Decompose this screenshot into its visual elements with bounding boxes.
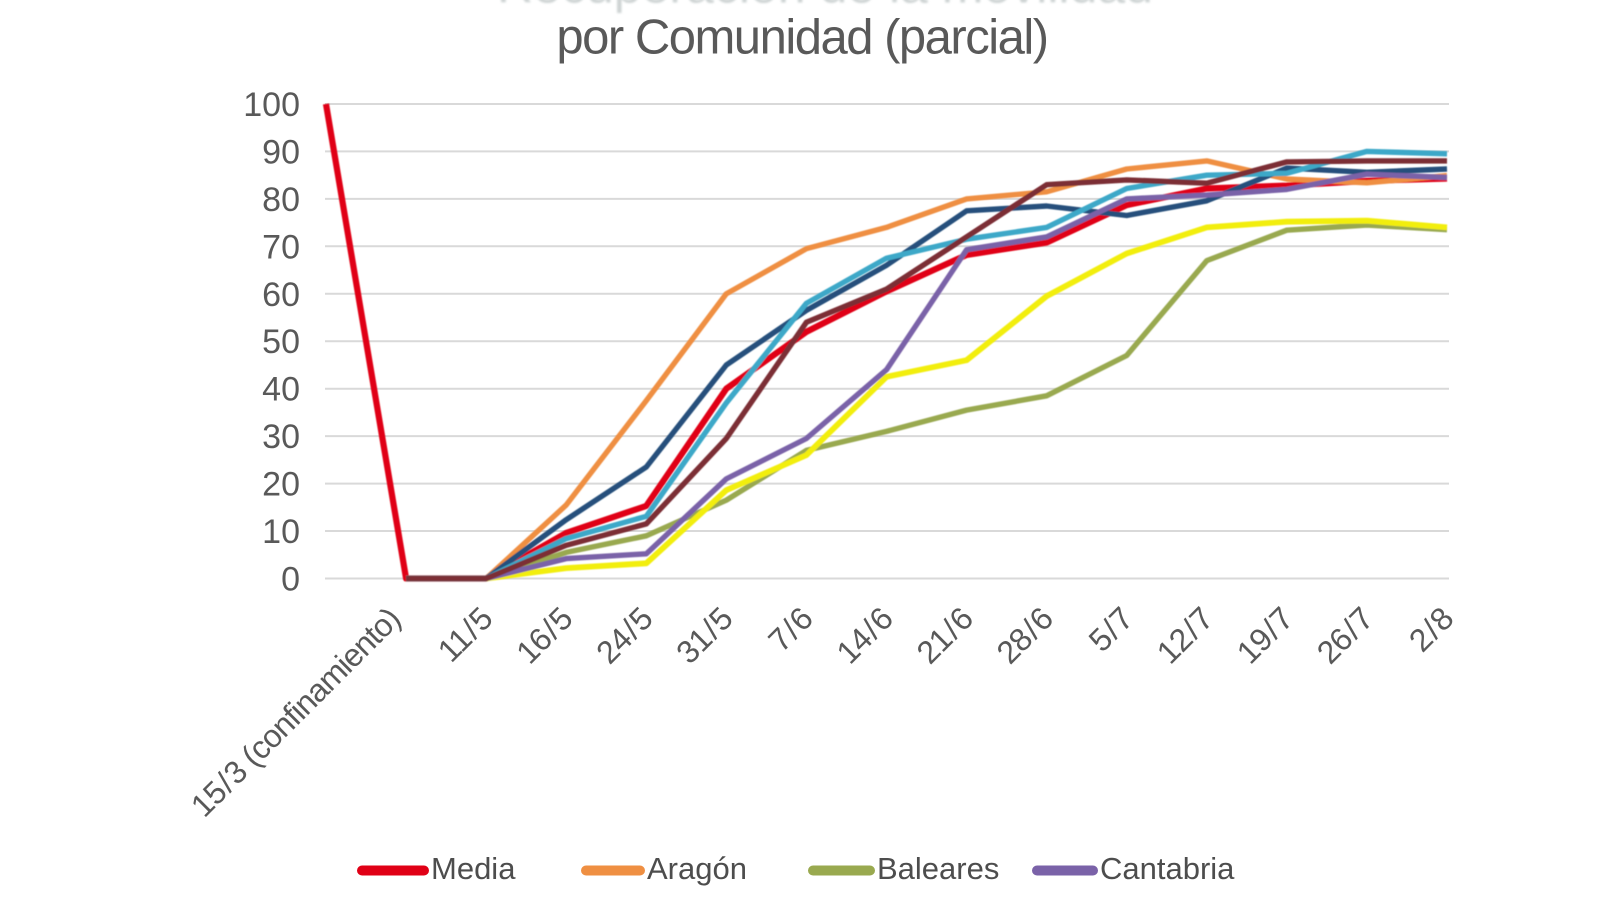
svg-text:100: 100 [243, 86, 300, 124]
svg-text:20: 20 [262, 466, 300, 504]
svg-text:Aragón: Aragón [647, 851, 747, 886]
svg-text:70: 70 [262, 228, 300, 266]
svg-text:21/6: 21/6 [909, 600, 979, 670]
svg-text:Cantabria: Cantabria [1100, 851, 1235, 886]
svg-text:26/7: 26/7 [1310, 600, 1380, 670]
svg-text:0: 0 [281, 561, 300, 599]
svg-text:24/5: 24/5 [589, 600, 659, 670]
svg-text:14/6: 14/6 [829, 600, 899, 670]
svg-text:60: 60 [262, 276, 300, 314]
svg-text:Baleares: Baleares [877, 851, 999, 886]
svg-text:10: 10 [262, 513, 300, 551]
svg-text:50: 50 [262, 323, 300, 361]
svg-text:90: 90 [262, 133, 300, 171]
svg-text:11/5: 11/5 [431, 600, 499, 668]
svg-text:por Comunidad (parcial): por Comunidad (parcial) [556, 11, 1047, 65]
svg-text:16/5: 16/5 [509, 600, 579, 670]
svg-text:80: 80 [262, 181, 300, 219]
svg-text:2/8: 2/8 [1402, 600, 1460, 658]
svg-text:30: 30 [262, 418, 300, 456]
svg-text:40: 40 [262, 371, 300, 409]
svg-text:Recuperación de la movilidad: Recuperación de la movilidad [497, 0, 1153, 14]
svg-text:Media: Media [431, 851, 516, 886]
svg-text:7/6: 7/6 [761, 600, 819, 658]
svg-text:5/7: 5/7 [1082, 600, 1140, 658]
svg-text:31/5: 31/5 [669, 600, 739, 670]
svg-text:28/6: 28/6 [989, 600, 1059, 670]
svg-text:19/7: 19/7 [1230, 600, 1300, 670]
svg-text:15/3 (confinamiento): 15/3 (confinamiento) [184, 600, 407, 823]
svg-text:12/7: 12/7 [1150, 600, 1220, 670]
